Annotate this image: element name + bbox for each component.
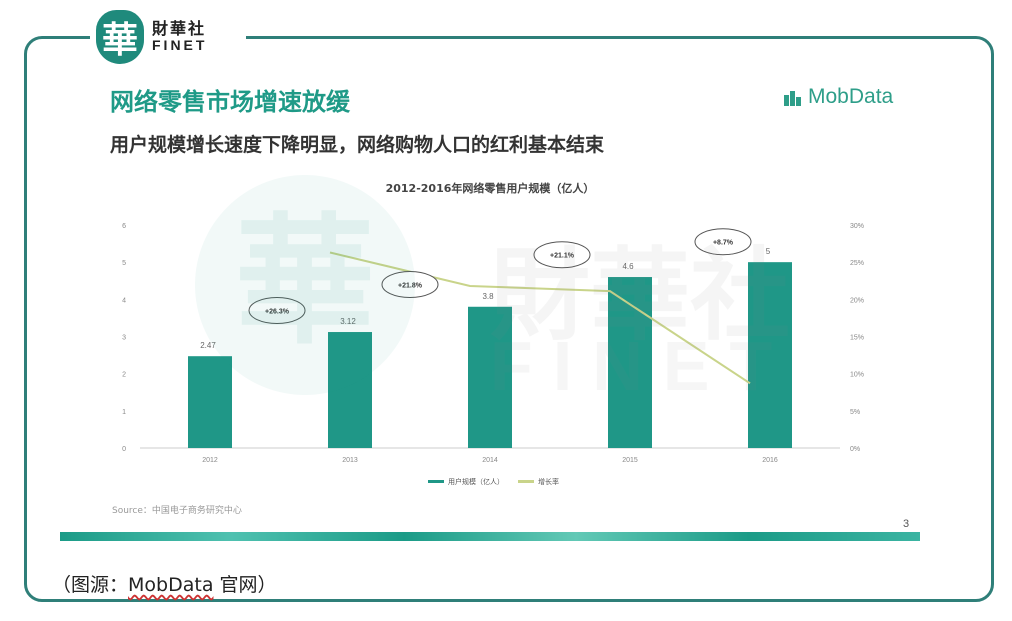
y-tick-left: 1 <box>122 409 126 416</box>
y-tick-right: 0% <box>850 446 860 453</box>
growth-callout-ellipse <box>381 270 439 298</box>
y-tick-left: 3 <box>122 335 126 342</box>
slide-image: 网络零售市场增速放缓 用户规模增长速度下降明显，网络购物人口的红利基本结束 Mo… <box>60 70 920 541</box>
bar-value-label: 3.8 <box>482 292 494 301</box>
logo-en-text: FINET <box>152 37 208 54</box>
bar-value-label: 5 <box>766 247 771 256</box>
outer-frame <box>24 36 994 602</box>
x-tick-label: 2014 <box>482 457 498 464</box>
mobdata-brand-text: MobData <box>808 85 894 108</box>
y-tick-left: 0 <box>122 446 126 453</box>
legend-bar-label: 用户规模（亿人） <box>448 477 504 486</box>
legend-line-swatch <box>518 480 534 483</box>
growth-callout-label: +26.3% <box>265 308 290 315</box>
bar-value-label: 4.6 <box>622 262 634 271</box>
legend-line-label: 增长率 <box>538 477 559 486</box>
bar <box>748 262 792 448</box>
legend-bar-swatch <box>428 480 444 483</box>
chart-title: 2012-2016年网络零售用户规模（亿人） <box>386 181 595 195</box>
y-tick-right: 10% <box>850 372 864 379</box>
y-tick-left: 5 <box>122 260 126 267</box>
bar <box>188 356 232 448</box>
growth-callout-ellipse <box>533 241 591 269</box>
y-tick-right: 5% <box>850 409 860 416</box>
slide-subtitle: 用户规模增长速度下降明显，网络购物人口的红利基本结束 <box>110 134 605 156</box>
growth-callout-label: +21.8% <box>398 282 423 289</box>
finet-logo: 華 財華社 FINET <box>90 8 246 66</box>
mobdata-brand: MobData <box>784 85 893 109</box>
page-number: 3 <box>903 518 910 530</box>
y-tick-right: 30% <box>850 223 864 230</box>
bottom-stripe <box>60 532 920 541</box>
mobdata-logo-icon <box>784 91 801 106</box>
caption-prefix: （图源： <box>52 574 129 596</box>
growth-line <box>329 251 751 385</box>
y-tick-left: 6 <box>122 223 126 230</box>
finet-logo-mark: 華 <box>96 10 144 64</box>
x-tick-label: 2013 <box>342 457 358 464</box>
growth-callout-label: +8.7% <box>713 240 734 247</box>
chart: 2012-2016年网络零售用户规模（亿人） 0 1 2 3 4 5 6 0% 5% 10% 15% 2… <box>122 181 864 486</box>
x-tick-label: 2016 <box>762 457 778 464</box>
y-tick-right: 25% <box>850 260 864 267</box>
growth-callout-label: +21.1% <box>550 253 575 260</box>
x-tick-label: 2012 <box>202 457 218 464</box>
y-tick-left: 4 <box>122 297 126 304</box>
source-note: Source：中国电子商务研究中心 <box>112 506 242 516</box>
slide-title: 网络零售市场增速放缓 <box>110 88 350 116</box>
y-tick-right: 20% <box>850 297 864 304</box>
bar <box>608 277 652 448</box>
y-tick-left: 2 <box>122 372 126 379</box>
caption-link[interactable]: MobData <box>128 574 214 596</box>
x-tick-label: 2015 <box>622 457 638 464</box>
bar <box>328 332 372 448</box>
finet-logo-text: 財華社 FINET <box>152 19 208 54</box>
logo-cn-text: 財華社 <box>152 19 207 39</box>
image-caption: （图源：MobData 官网） <box>52 570 277 597</box>
bar <box>468 306 512 448</box>
y-tick-right: 15% <box>850 335 864 342</box>
caption-suffix: 官网） <box>213 574 277 596</box>
growth-callout-ellipse <box>694 228 752 256</box>
bar-value-label: 2.47 <box>200 341 216 350</box>
growth-callout-ellipse <box>248 296 306 324</box>
bar-value-label: 3.12 <box>340 317 356 326</box>
